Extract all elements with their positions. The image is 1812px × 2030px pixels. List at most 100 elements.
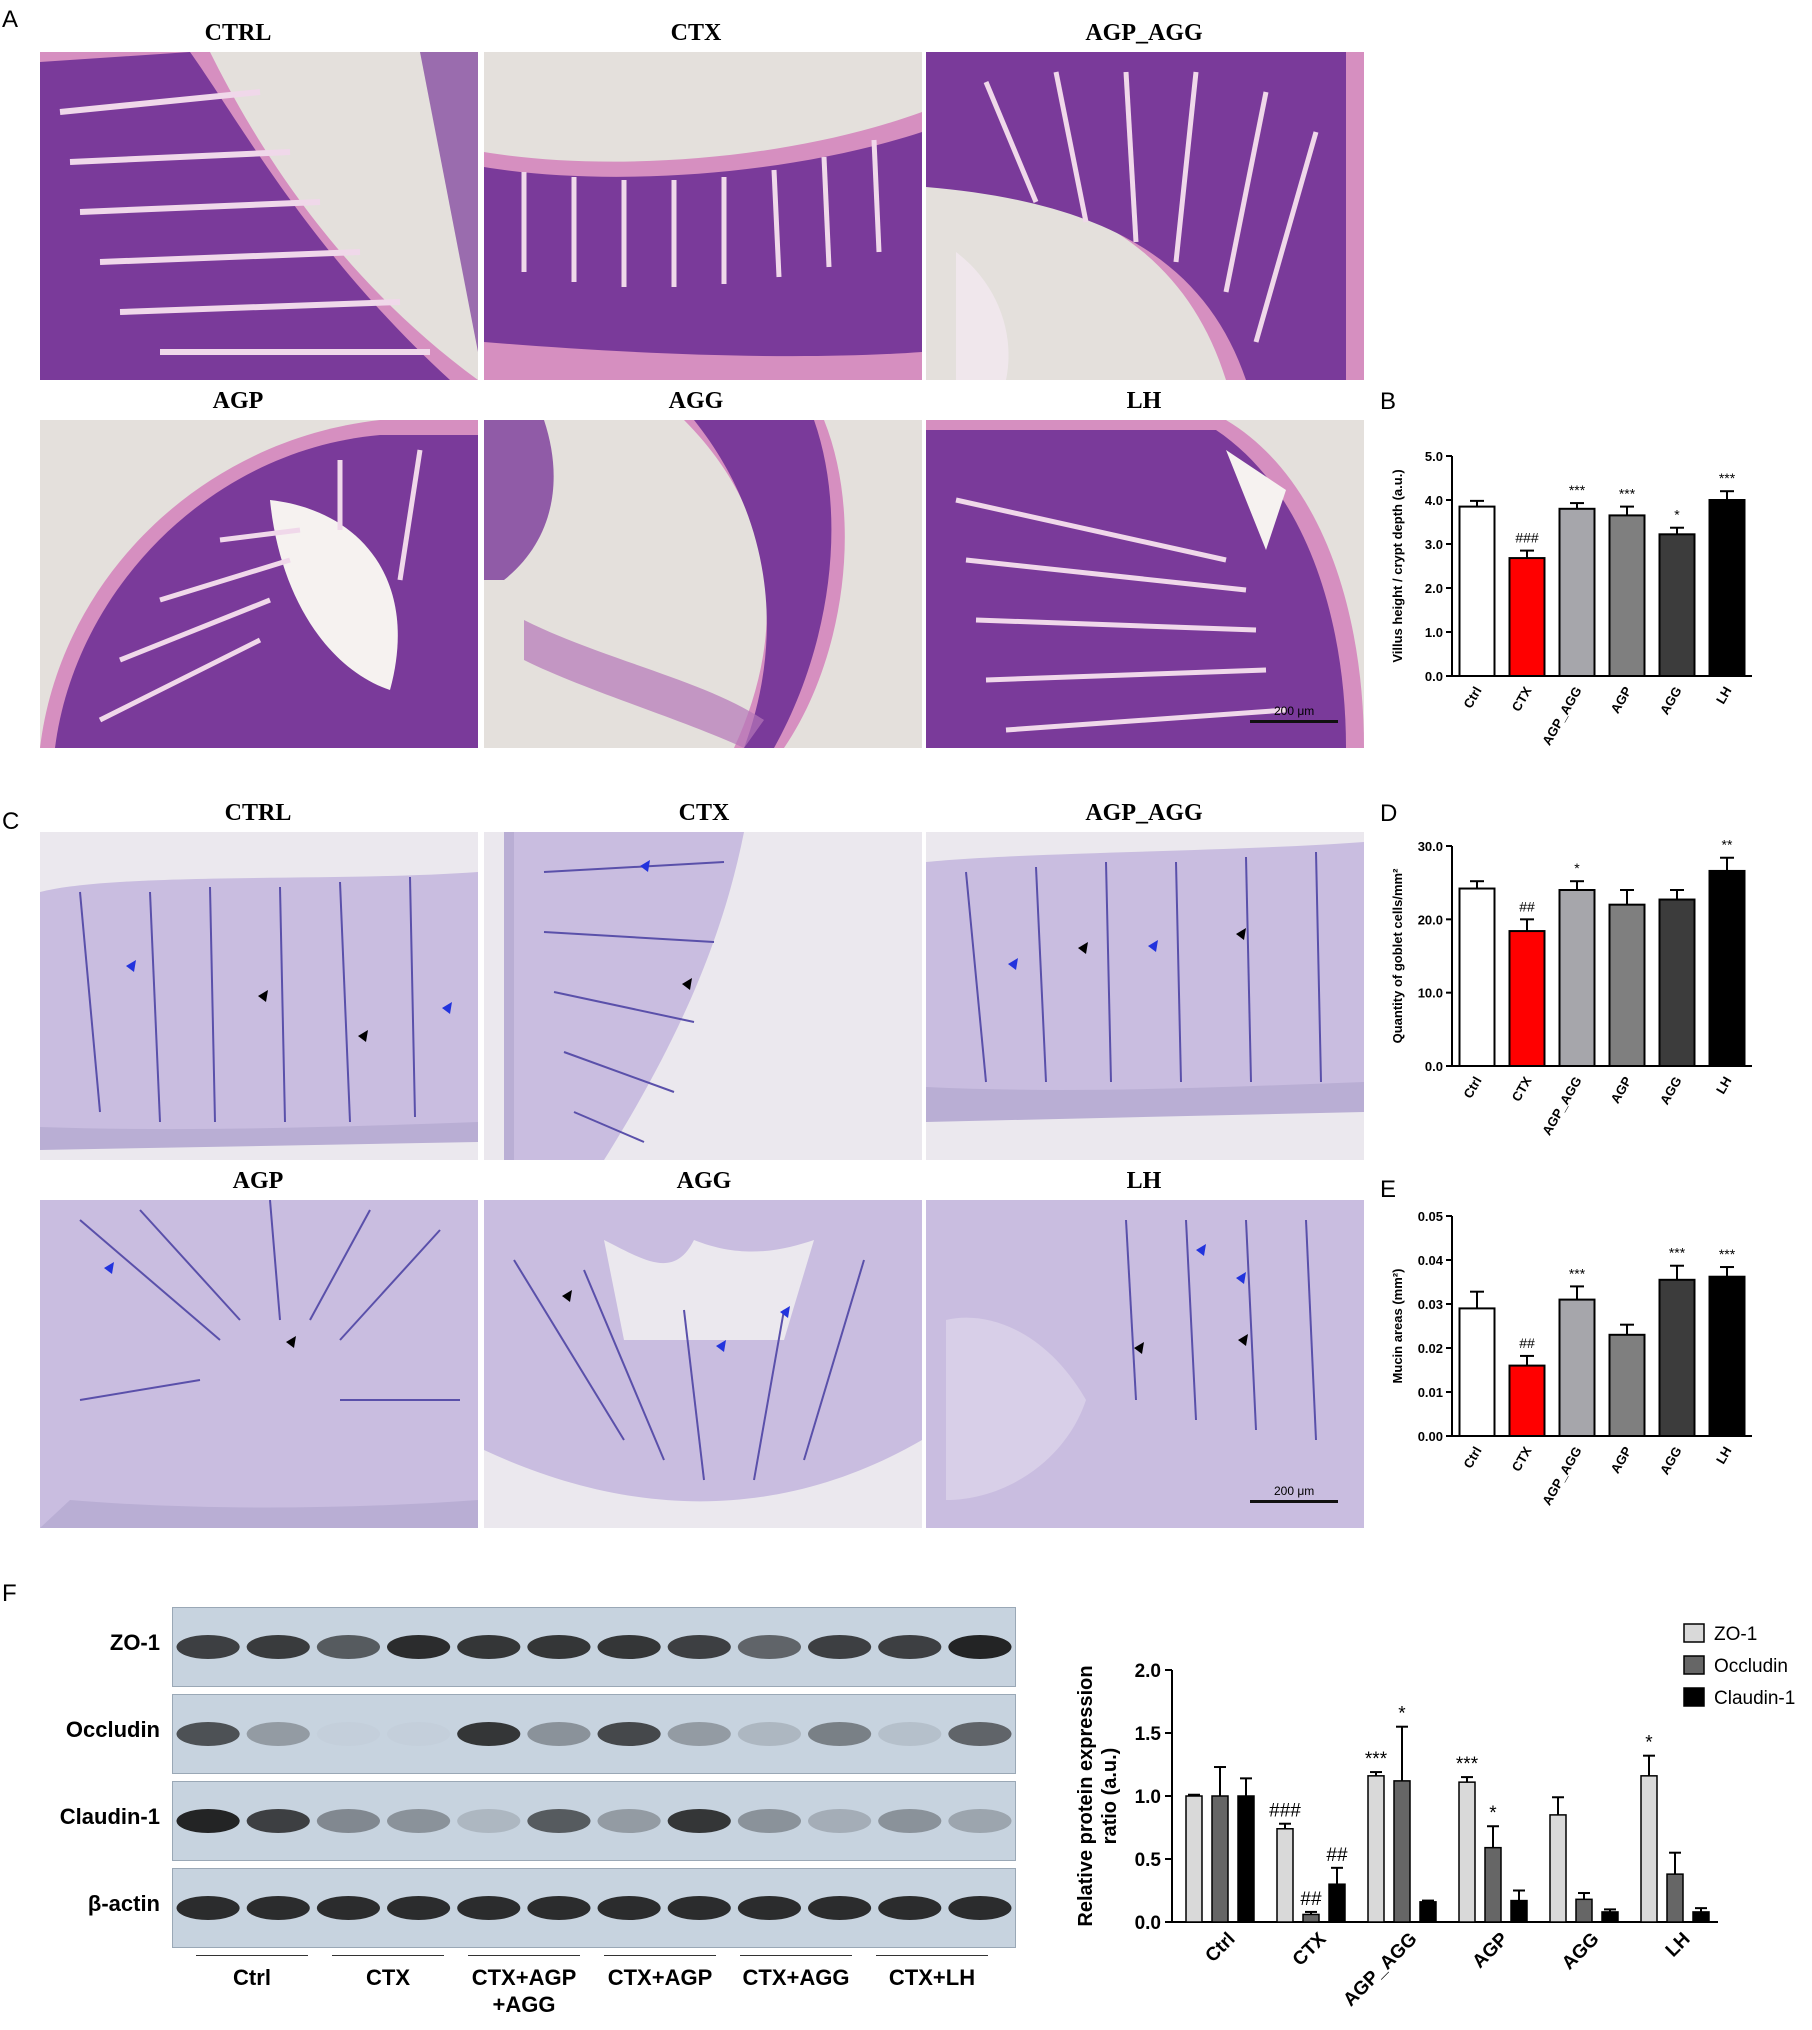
blot-band xyxy=(246,1635,310,1659)
group-line-ctx-lh xyxy=(876,1955,988,1956)
y-tick-label: 20.0 xyxy=(1418,912,1443,927)
y-tick-label: 10.0 xyxy=(1418,986,1443,1001)
y-tick-label: 5.0 xyxy=(1425,449,1443,464)
y-tick-label: 1.0 xyxy=(1135,1787,1161,1808)
bar-claudin-1 xyxy=(1510,1899,1528,1923)
bar-claudin-1 xyxy=(1237,1795,1255,1923)
blot-band xyxy=(737,1809,801,1833)
blot-band xyxy=(878,1896,942,1920)
y-tick-label: 0.05 xyxy=(1418,1209,1443,1224)
blot-band xyxy=(457,1896,521,1920)
group-label-ctx-agg: CTX+AGG xyxy=(742,1965,850,1990)
bar-claudin-1 xyxy=(1692,1911,1710,1923)
blot-label-zo1: ZO-1 xyxy=(109,1630,160,1655)
significance-label: * xyxy=(1645,1733,1653,1754)
x-tick-label: AGP_AGG xyxy=(1539,684,1584,748)
y-tick-label: 4.0 xyxy=(1425,493,1443,508)
y-tick-label: 0.0 xyxy=(1135,1913,1161,1934)
x-tick-label: AGP xyxy=(1608,1074,1635,1106)
legend-swatch xyxy=(1683,1687,1705,1707)
group-label-ctx-lh: CTX+LH xyxy=(888,1965,976,1990)
blot-strip-zo1 xyxy=(172,1607,1016,1687)
ab-title-ctrl: CTRL xyxy=(224,800,292,826)
blot-band xyxy=(176,1809,240,1833)
group-label-ctx-agp: CTX+AGP xyxy=(607,1965,713,1990)
y-tick-label: 0.03 xyxy=(1418,1297,1443,1312)
significance-label: *** xyxy=(1719,470,1736,486)
group-label-ctx-agp-agg: CTX+AGP +AGG xyxy=(471,1965,577,2017)
group-label-ctrl: Ctrl xyxy=(233,1965,271,1990)
blot-band xyxy=(527,1722,591,1746)
y-tick-label: 0.01 xyxy=(1418,1385,1443,1400)
chart-protein-expression: 0.0 0.5 1.0 1.5 2.0 Relative protein expressi… xyxy=(1075,1623,1795,2011)
x-tick-label: CTX xyxy=(1509,684,1535,714)
blot-strip-claudin1 xyxy=(172,1781,1016,1861)
bar xyxy=(1458,505,1496,677)
bar xyxy=(1658,533,1696,677)
blot-band xyxy=(878,1635,942,1659)
ab-title-agp-agg: AGP_AGG xyxy=(1085,800,1203,826)
blot-band xyxy=(387,1635,451,1659)
bar xyxy=(1458,1307,1496,1437)
bar xyxy=(1658,898,1696,1067)
bar-claudin-1 xyxy=(1419,1901,1437,1923)
ab-title-agp: AGP xyxy=(232,1168,284,1194)
group-label-ctx: CTX xyxy=(366,1965,410,1990)
significance-label: * xyxy=(1574,860,1580,876)
blot-band xyxy=(597,1896,661,1920)
ab-image-agg xyxy=(484,1200,922,1528)
bar-occludin xyxy=(1575,1898,1593,1923)
significance-label: *** xyxy=(1569,482,1586,498)
blot-band xyxy=(737,1722,801,1746)
bar xyxy=(1658,1278,1696,1437)
y-axis-label: Relative protein expression xyxy=(1075,1665,1097,1926)
significance-label: ## xyxy=(1519,898,1535,914)
blot-band xyxy=(948,1722,1012,1746)
y-tick-label: 0.0 xyxy=(1425,669,1443,684)
blot-band xyxy=(176,1635,240,1659)
x-tick-label: CTX xyxy=(1289,1928,1331,1970)
he-scale-label: 200 μm xyxy=(1274,704,1315,718)
he-scale-bar xyxy=(1250,720,1338,723)
chart-mucin-areas: 0.00 0.01 0.02 0.03 0.04 0.05 Mucin areas (mm²… xyxy=(1390,1209,1752,1508)
significance-label: *** xyxy=(1365,1749,1388,1770)
significance-label: * xyxy=(1489,1803,1497,1824)
y-axis-label: Villus height / crypt depth (a.u.) xyxy=(1390,469,1405,662)
bar-zo-1 xyxy=(1640,1775,1658,1923)
bar xyxy=(1708,499,1746,677)
blot-band xyxy=(808,1722,872,1746)
group-line-ctx-agp-agg xyxy=(468,1955,580,1956)
blot-band xyxy=(597,1809,661,1833)
blot-band xyxy=(878,1809,942,1833)
he-title-agp: AGP xyxy=(212,388,264,414)
x-tick-label: AGP_AGG xyxy=(1339,1929,1421,2011)
x-tick-label: CTX xyxy=(1509,1444,1535,1474)
bar xyxy=(1558,507,1596,677)
blot-band xyxy=(667,1635,731,1659)
bar-occludin xyxy=(1484,1846,1502,1923)
bar-claudin-1 xyxy=(1328,1883,1346,1923)
blot-band xyxy=(808,1809,872,1833)
significance-label: *** xyxy=(1719,1246,1736,1262)
blot-band xyxy=(948,1809,1012,1833)
y-tick-label: 3.0 xyxy=(1425,537,1443,552)
he-image-agg xyxy=(484,420,922,748)
y-tick-label: 1.5 xyxy=(1135,1724,1162,1745)
legend-label: Occludin xyxy=(1714,1656,1788,1677)
group-line-ctrl xyxy=(196,1955,308,1956)
legend-label: Claudin-1 xyxy=(1714,1688,1795,1709)
x-tick-label: LH xyxy=(1713,1444,1735,1467)
significance-label: ** xyxy=(1722,837,1733,853)
significance-label: ### xyxy=(1515,530,1539,546)
bar-occludin xyxy=(1393,1780,1411,1923)
bar xyxy=(1608,903,1646,1067)
blot-strip-beta-actin xyxy=(172,1868,1016,1948)
x-tick-label: LH xyxy=(1713,684,1735,707)
x-tick-label: Ctrl xyxy=(1202,1929,1240,1967)
blot-band xyxy=(316,1635,380,1659)
ab-image-agp xyxy=(40,1200,478,1528)
he-title-agg: AGG xyxy=(668,388,724,414)
x-tick-label: AGG xyxy=(1657,1074,1685,1107)
chart-goblet-cells: 0.0 10.0 20.0 30.0 Quantity of goblet cells/… xyxy=(1390,837,1752,1138)
blot-band xyxy=(667,1896,731,1920)
